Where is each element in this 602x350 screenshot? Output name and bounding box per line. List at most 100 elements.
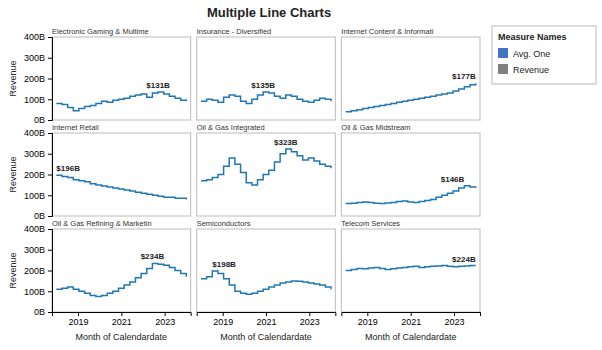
annotation: $135B [251,81,275,90]
series-line [201,149,331,185]
panel: Oil & Gas Refining & Marketin$234B0B100B… [8,219,191,342]
y-tick-label: 200B [24,170,45,180]
y-tick-label: 400B [24,224,45,234]
y-tick: 100B [24,95,52,105]
chart: Multiple Line ChartsElectronic Gaming & … [0,0,602,350]
y-tick-mark [48,99,52,100]
y-tick: 300B [24,149,52,159]
y-axis-line [48,230,53,313]
x-axis-line [53,313,192,317]
panel-frame [52,37,191,120]
x-tick-label: 2019 [213,317,233,327]
y-tick: 0B [34,307,52,317]
x-tick-mark [165,312,166,316]
x-tick-mark [223,312,224,316]
y-tick-label: 400B [24,32,45,42]
legend-label: Avg. One [513,49,550,59]
y-tick-label: 200B [24,74,45,84]
panel-title: Oil & Gas Integrated [197,123,265,132]
x-tick: 2021 [256,312,276,327]
annotation: $198B [212,260,236,269]
y-tick-mark [48,175,52,176]
panel: Insurance - Diversified$135B [197,27,336,120]
y-tick-label: 100B [24,287,45,297]
panel-title: Electronic Gaming & Multime [52,27,149,36]
x-tick-label: 2021 [256,317,276,327]
annotation: $234B [141,252,165,261]
series-line [201,92,331,103]
panel: Electronic Gaming & Multime $131B 0B 100B 20… [8,27,191,125]
y-tick-mark [48,250,52,251]
y-tick-label: 300B [24,53,45,63]
y-tick-label: 300B [24,149,45,159]
y-tick: 400B [24,32,52,42]
y-tick-label: 400B [24,128,45,138]
x-tick-mark [78,312,79,316]
y-tick-mark [48,120,52,121]
y-axis-title: Revenue [8,156,18,192]
x-axis-line [197,313,336,317]
x-tick-label: 2023 [155,317,175,327]
y-tick-label: 300B [24,245,45,255]
x-tick: 2019 [68,312,88,327]
panel: Oil & Gas Integrated$323B [197,123,336,216]
y-tick-mark [48,271,52,272]
x-axis-title: Month of Calendardate [76,332,168,342]
x-tick-mark [411,312,412,316]
panel-title: Semiconductors [197,219,251,228]
series-line [56,92,186,111]
plot-area [346,186,476,204]
x-tick: 2023 [300,312,320,327]
chart-container: Multiple Line ChartsElectronic Gaming & … [0,0,602,350]
y-tick-mark [48,58,52,59]
y-tick-mark [48,154,52,155]
panel: Internet Retail$196B0B100B200B300B400BRe… [8,123,191,221]
y-tick-mark [48,195,52,196]
panel-frame [341,229,480,312]
x-tick-label: 2019 [68,317,88,327]
panel: Internet Content & Informati$177B [341,27,480,120]
panel-frame [52,229,191,312]
plot-area [346,266,476,271]
panel-frame [197,133,336,216]
plot-area [201,271,331,294]
x-axis: 201920212023 [342,312,481,327]
y-tick-label: 0B [34,307,45,317]
y-tick-label: 100B [24,191,45,201]
panel-title: Oil & Gas Midstream [341,123,410,132]
y-tick-mark [48,133,52,134]
panel-title: Internet Content & Informati [341,27,433,36]
x-tick-label: 2021 [112,317,132,327]
x-tick-mark [266,312,267,316]
y-tick: 300B [24,53,52,63]
panel: Telecom Services$224B201920212023Month o… [341,219,480,342]
y-tick: 300B [24,245,52,255]
x-axis-line [342,313,481,317]
series-line [201,271,331,294]
y-tick: 200B [24,74,52,84]
x-tick: 2023 [155,312,175,327]
y-axis: 0B 100B 200B 300B 400B [24,224,53,317]
y-tick-mark [48,79,52,80]
y-tick-label: 0B [34,115,45,125]
x-tick-mark [367,312,368,316]
legend-box [492,26,596,84]
plot-area [346,83,476,111]
panel: Semiconductors$198B201920212023Month of … [197,219,336,342]
x-axis: 2019 2021 2023 [197,312,336,327]
legend: Measure NamesAvg. OneRevenue [492,26,596,84]
y-tick-label: 200B [24,266,45,276]
legend-label: Revenue [513,65,549,75]
annotation: $131B [146,81,170,90]
y-tick: 400B [24,128,52,138]
series-line [56,263,186,296]
x-axis-title: Month of Calendardate [365,332,457,342]
series-line [346,186,476,204]
y-tick-label: 100B [24,95,45,105]
x-tick: 2019 [358,312,378,327]
y-tick-label: 0B [34,211,45,221]
x-tick-label: 2021 [401,317,421,327]
panel-title: Internet Retail [52,123,99,132]
y-axis: 0B 100B 200B 300B 400B [24,128,53,221]
x-tick: 2021 [401,312,421,327]
